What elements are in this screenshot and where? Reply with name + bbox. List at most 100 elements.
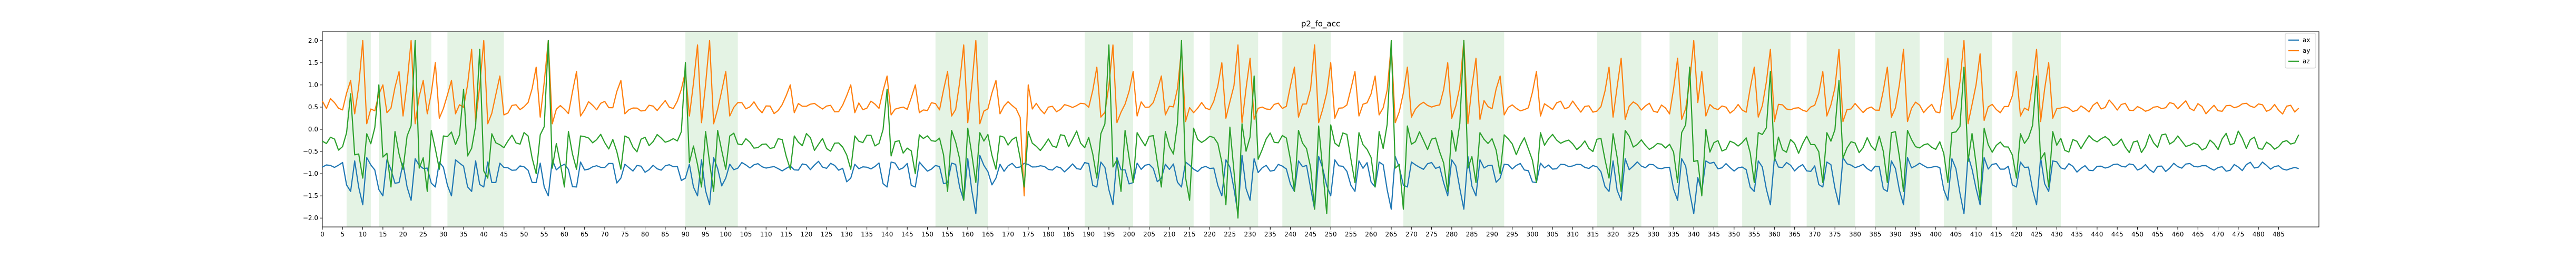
x-tick-label: 45	[500, 231, 508, 238]
x-tick-label: 320	[1607, 231, 1619, 238]
chart-title: p2_fo_acc	[1301, 19, 1340, 29]
x-tick-label: 105	[740, 231, 752, 238]
x-tick-label: 190	[1083, 231, 1095, 238]
x-tick-label: 455	[2151, 231, 2164, 238]
y-tick-label: −1.5	[303, 192, 318, 200]
x-tick-label: 210	[1163, 231, 1175, 238]
x-tick-label: 25	[419, 231, 427, 238]
x-tick-label: 35	[459, 231, 467, 238]
x-tick-label: 10	[359, 231, 367, 238]
x-tick-label: 250	[1325, 231, 1337, 238]
x-tick-label: 385	[1869, 231, 1881, 238]
x-tick-label: 280	[1446, 231, 1458, 238]
y-tick-label: 1.5	[308, 59, 318, 66]
x-tick-label: 305	[1547, 231, 1559, 238]
x-tick-label: 345	[1708, 231, 1720, 238]
x-tick-label: 145	[901, 231, 913, 238]
x-tick-label: 40	[480, 231, 488, 238]
x-tick-label: 0	[320, 231, 325, 238]
y-tick-label: 2.0	[308, 37, 318, 44]
x-tick-label: 395	[1910, 231, 1922, 238]
shaded-region-0	[346, 32, 371, 227]
shaded-region-3	[685, 32, 738, 227]
shaded-region-14	[1742, 32, 1791, 227]
x-tick-label: 275	[1425, 231, 1438, 238]
x-tick-label: 245	[1304, 231, 1316, 238]
x-tick-label: 140	[881, 231, 893, 238]
x-tick-label: 340	[1688, 231, 1700, 238]
x-tick-label: 430	[2051, 231, 2063, 238]
x-tick-label: 370	[1808, 231, 1821, 238]
x-tick-label: 220	[1204, 231, 1216, 238]
x-tick-label: 475	[2232, 231, 2244, 238]
x-tick-label: 85	[661, 231, 669, 238]
x-tick-label: 80	[641, 231, 649, 238]
x-tick-label: 390	[1890, 231, 1902, 238]
y-tick-label: −2.0	[303, 214, 318, 222]
x-tick-label: 160	[962, 231, 974, 238]
shaded-region-5	[1085, 32, 1133, 227]
x-tick-label: 70	[601, 231, 608, 238]
x-tick-label: 65	[581, 231, 588, 238]
x-tick-label: 375	[1829, 231, 1841, 238]
series-lines	[322, 40, 2299, 219]
x-tick-label: 485	[2273, 231, 2285, 238]
x-tick-label: 215	[1184, 231, 1196, 238]
x-tick-label: 240	[1284, 231, 1296, 238]
x-tick-label: 400	[1930, 231, 1942, 238]
legend: ax ay az	[2285, 33, 2316, 69]
x-tick-label: 325	[1627, 231, 1639, 238]
x-tick-label: 380	[1849, 231, 1861, 238]
x-tick-label: 350	[1728, 231, 1740, 238]
x-tick-label: 315	[1587, 231, 1599, 238]
x-tick-label: 100	[720, 231, 732, 238]
x-tick-label: 5	[340, 231, 345, 238]
y-tick-label: −1.0	[303, 170, 318, 177]
x-tick-label: 425	[2031, 231, 2043, 238]
x-tick-label: 110	[760, 231, 772, 238]
series-line-ay	[322, 40, 2299, 197]
shaded-region-9	[1403, 32, 1460, 227]
x-tick-label: 235	[1264, 231, 1276, 238]
x-tick-label: 205	[1143, 231, 1155, 238]
x-tick-label: 95	[702, 231, 710, 238]
shaded-region-1	[379, 32, 431, 227]
x-tick-label: 330	[1647, 231, 1659, 238]
y-tick-label: 0.0	[308, 126, 318, 133]
shaded-region-16	[1875, 32, 1920, 227]
x-tick-label: 170	[1002, 231, 1014, 238]
x-tick-label: 165	[982, 231, 994, 238]
x-tick-label: 480	[2253, 231, 2265, 238]
x-tick-label: 20	[399, 231, 407, 238]
x-tick-label: 175	[1022, 231, 1034, 238]
x-tick-label: 180	[1043, 231, 1055, 238]
shaded-region-11	[1480, 32, 1505, 227]
x-tick-label: 440	[2091, 231, 2103, 238]
x-tick-label: 460	[2172, 231, 2184, 238]
x-tick-label: 120	[800, 231, 812, 238]
x-tick-label: 470	[2212, 231, 2224, 238]
x-tick-label: 115	[780, 231, 792, 238]
x-tick-label: 260	[1365, 231, 1377, 238]
x-tick-label: 90	[681, 231, 689, 238]
y-tick-label: 0.5	[308, 103, 318, 111]
x-tick-label: 355	[1748, 231, 1761, 238]
legend-label-ax: ax	[2303, 36, 2310, 44]
x-tick-label: 185	[1063, 231, 1075, 238]
x-tick-label: 465	[2192, 231, 2204, 238]
x-tick-label: 55	[540, 231, 548, 238]
x-tick-label: 200	[1123, 231, 1135, 238]
x-tick-label: 75	[621, 231, 629, 238]
y-tick-label: −0.5	[303, 148, 318, 155]
legend-label-az: az	[2303, 58, 2310, 65]
x-tick-label: 135	[861, 231, 873, 238]
legend-label-ay: ay	[2303, 47, 2310, 54]
x-tick-label: 265	[1385, 231, 1398, 238]
x-tick-label: 255	[1345, 231, 1357, 238]
x-tick-label: 405	[1950, 231, 1962, 238]
y-tick-label: 1.0	[308, 81, 318, 89]
x-tick-label: 125	[821, 231, 833, 238]
x-tick-label: 360	[1768, 231, 1781, 238]
x-tick-label: 415	[1990, 231, 2002, 238]
x-tick-label: 285	[1466, 231, 1478, 238]
